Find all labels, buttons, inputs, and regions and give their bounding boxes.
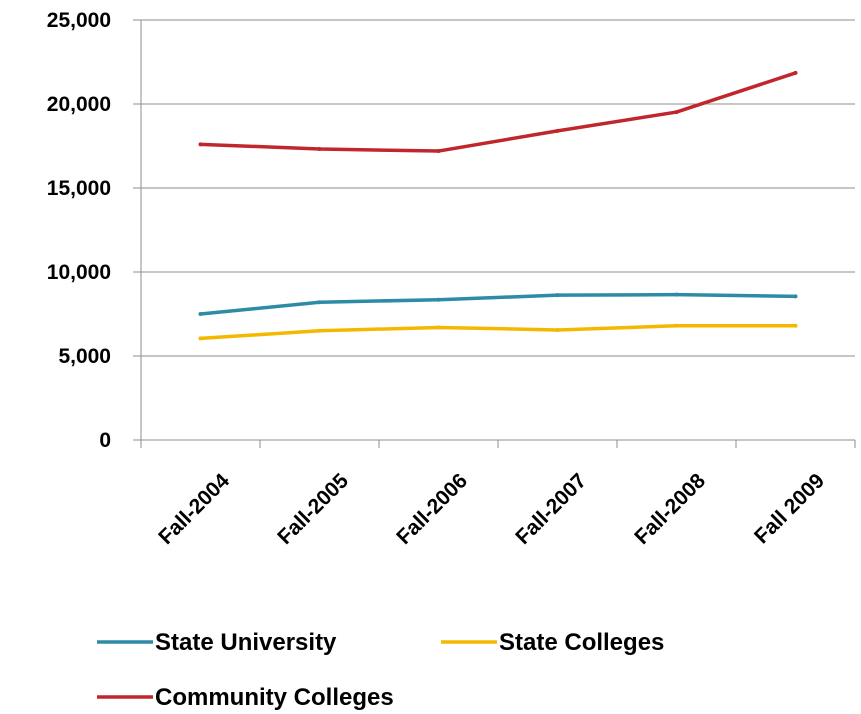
- data-point: [198, 336, 203, 341]
- data-point: [555, 293, 560, 298]
- x-tick-label: Fall-2005: [273, 469, 353, 549]
- data-point: [436, 297, 441, 302]
- series-line: [198, 71, 798, 153]
- x-tick-label: Fall-2006: [392, 469, 472, 549]
- data-point: [674, 323, 679, 328]
- x-tick-label: Fall-2004: [154, 469, 234, 549]
- series-line: [198, 324, 798, 341]
- y-tick-label: 25,000: [47, 9, 111, 32]
- data-point: [317, 147, 322, 152]
- data-point: [198, 312, 203, 316]
- data-point: [317, 300, 322, 305]
- y-tick-label: 0: [99, 429, 111, 452]
- y-axis-ticks: 0 5,000 10,000 15,000 20,000 25,000: [47, 9, 111, 452]
- series-lines: [198, 70, 798, 341]
- data-point: [793, 294, 798, 299]
- data-point: [674, 110, 679, 115]
- legend-label: State Colleges: [499, 629, 664, 656]
- series-line: [198, 292, 798, 316]
- data-point: [555, 128, 560, 133]
- legend-label: Community Colleges: [155, 684, 394, 711]
- y-tick-label: 10,000: [47, 261, 111, 284]
- y-tick-label: 5,000: [58, 345, 111, 368]
- data-point: [793, 70, 798, 75]
- data-point: [555, 327, 560, 332]
- legend-label: State University: [155, 629, 337, 656]
- data-point: [198, 142, 203, 147]
- x-axis-ticks: Fall-2004 Fall-2005 Fall-2006 Fall-2007 Fall…: [154, 469, 829, 549]
- gridlines: [141, 19, 855, 357]
- x-tick-label: Fall 2009: [750, 469, 829, 548]
- data-point: [793, 323, 798, 328]
- y-tick-label: 15,000: [47, 177, 111, 200]
- data-point: [436, 149, 441, 154]
- data-point: [674, 292, 679, 297]
- legend: State University State Colleges Community …: [97, 629, 664, 711]
- data-point: [436, 325, 441, 330]
- data-point: [317, 328, 322, 333]
- x-tick-label: Fall-2008: [630, 469, 710, 549]
- x-tick-label: Fall-2007: [511, 469, 591, 549]
- y-tick-label: 20,000: [47, 93, 111, 116]
- axes: [133, 19, 856, 448]
